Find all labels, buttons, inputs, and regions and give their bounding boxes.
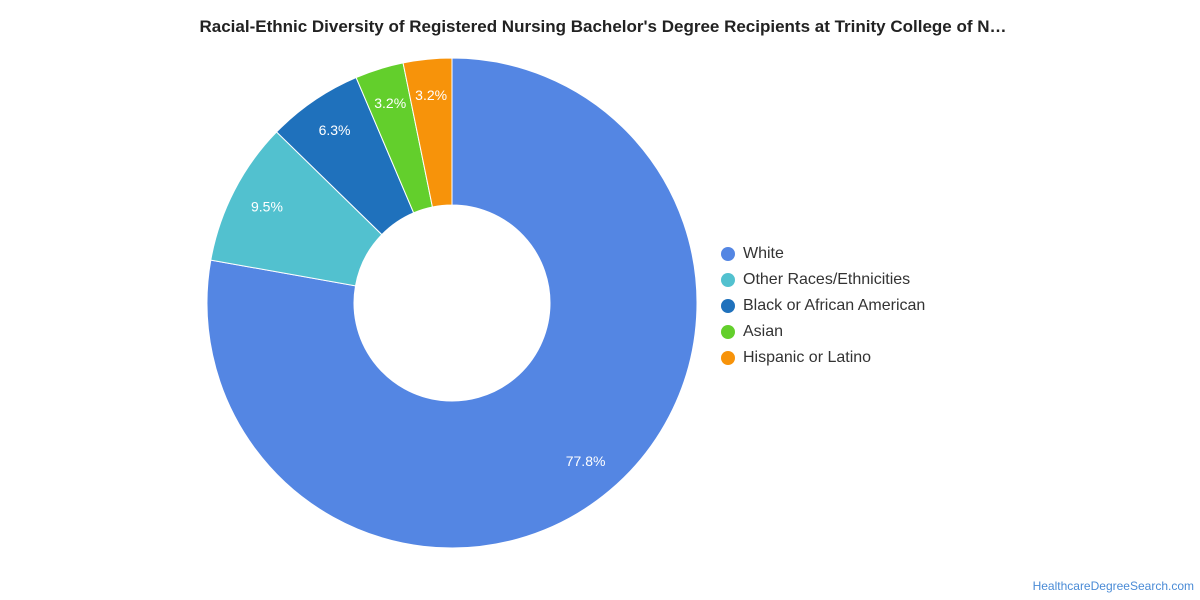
- source-link[interactable]: HealthcareDegreeSearch.com: [1032, 579, 1194, 593]
- slice-white[interactable]: [206, 57, 698, 549]
- slice-label-asian: 3.2%: [374, 95, 406, 111]
- legend-item-hispanic[interactable]: Hispanic or Latino: [721, 345, 925, 371]
- legend-label-white: White: [743, 245, 784, 262]
- legend-dot-hispanic: [721, 351, 735, 365]
- legend-dot-black: [721, 299, 735, 313]
- legend-label-other-races: Other Races/Ethnicities: [743, 271, 911, 288]
- legend-dot-other-races: [721, 273, 735, 287]
- legend-item-black[interactable]: Black or African American: [721, 293, 925, 319]
- slice-hispanic[interactable]: [402, 57, 453, 208]
- slice-labels-group: 77.8% 9.5% 6.3% 3.2% 3.2%: [251, 87, 605, 469]
- legend-label-black: Black or African American: [743, 297, 926, 314]
- slice-label-white: 77.8%: [566, 453, 606, 469]
- chart-legend: White Other Races/Ethnicities Black or A…: [721, 241, 925, 371]
- legend-dot-white: [721, 247, 735, 261]
- slices-group: [206, 57, 698, 549]
- legend-dot-asian: [721, 325, 735, 339]
- legend-label-asian: Asian: [743, 323, 784, 340]
- chart-title: Racial-Ethnic Diversity of Registered Nu…: [199, 17, 1007, 36]
- legend-item-other-races[interactable]: Other Races/Ethnicities: [721, 267, 925, 293]
- legend-item-asian[interactable]: Asian: [721, 319, 925, 345]
- donut-chart: 77.8% 9.5% 6.3% 3.2% 3.2%: [206, 57, 698, 549]
- slice-label-black: 6.3%: [319, 122, 351, 138]
- slice-label-other-races: 9.5%: [251, 199, 283, 215]
- legend-label-hispanic: Hispanic or Latino: [743, 349, 872, 366]
- slice-label-hispanic: 3.2%: [415, 87, 447, 103]
- legend-item-white[interactable]: White: [721, 241, 925, 267]
